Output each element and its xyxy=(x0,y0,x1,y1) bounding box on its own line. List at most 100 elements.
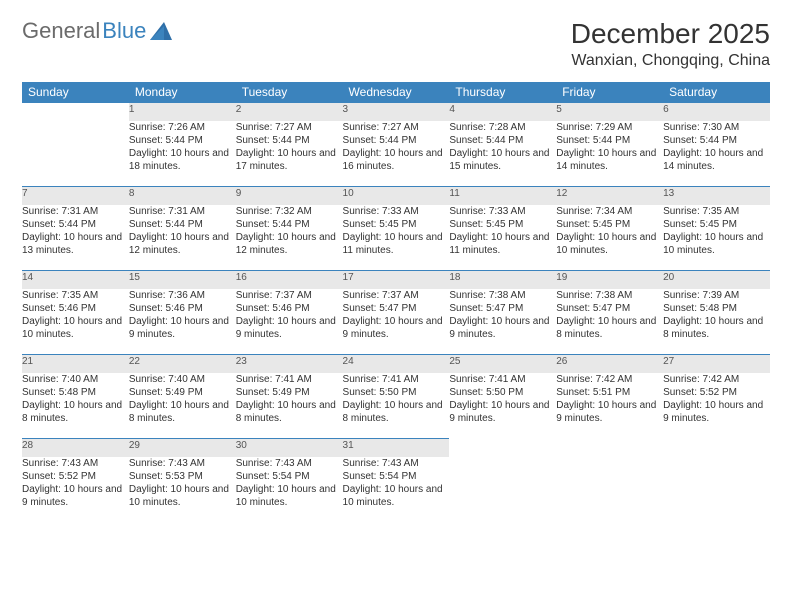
sunset-text: Sunset: 5:49 PM xyxy=(236,386,343,399)
sunrise-text: Sunrise: 7:27 AM xyxy=(236,121,343,134)
daylight-text: Daylight: 10 hours and 8 minutes. xyxy=(343,399,450,425)
day-number-cell xyxy=(556,439,663,457)
day-number-cell: 6 xyxy=(663,103,770,121)
weekday-header: Wednesday xyxy=(343,82,450,103)
sunrise-text: Sunrise: 7:37 AM xyxy=(343,289,450,302)
day-detail-cell: Sunrise: 7:27 AMSunset: 5:44 PMDaylight:… xyxy=(236,121,343,187)
daylight-text: Daylight: 10 hours and 9 minutes. xyxy=(129,315,236,341)
sunset-text: Sunset: 5:51 PM xyxy=(556,386,663,399)
sunset-text: Sunset: 5:48 PM xyxy=(22,386,129,399)
daylight-text: Daylight: 10 hours and 9 minutes. xyxy=(449,315,556,341)
daylight-text: Daylight: 10 hours and 13 minutes. xyxy=(22,231,129,257)
sunrise-text: Sunrise: 7:42 AM xyxy=(556,373,663,386)
sunrise-text: Sunrise: 7:28 AM xyxy=(449,121,556,134)
logo: General Blue xyxy=(22,18,172,44)
day-detail-cell: Sunrise: 7:40 AMSunset: 5:49 PMDaylight:… xyxy=(129,373,236,439)
day-detail-cell: Sunrise: 7:43 AMSunset: 5:54 PMDaylight:… xyxy=(236,457,343,523)
sunset-text: Sunset: 5:48 PM xyxy=(663,302,770,315)
sunset-text: Sunset: 5:52 PM xyxy=(22,470,129,483)
day-number-cell xyxy=(663,439,770,457)
daylight-text: Daylight: 10 hours and 9 minutes. xyxy=(556,399,663,425)
sunrise-text: Sunrise: 7:41 AM xyxy=(343,373,450,386)
daylight-text: Daylight: 10 hours and 10 minutes. xyxy=(129,483,236,509)
daylight-text: Daylight: 10 hours and 10 minutes. xyxy=(22,315,129,341)
sunset-text: Sunset: 5:45 PM xyxy=(663,218,770,231)
day-detail-cell: Sunrise: 7:35 AMSunset: 5:45 PMDaylight:… xyxy=(663,205,770,271)
daylight-text: Daylight: 10 hours and 8 minutes. xyxy=(556,315,663,341)
day-number-cell xyxy=(22,103,129,121)
daylight-text: Daylight: 10 hours and 9 minutes. xyxy=(449,399,556,425)
sunset-text: Sunset: 5:47 PM xyxy=(343,302,450,315)
day-detail-cell xyxy=(449,457,556,523)
day-number-row: 78910111213 xyxy=(22,187,770,205)
sunset-text: Sunset: 5:44 PM xyxy=(129,218,236,231)
day-detail-cell: Sunrise: 7:43 AMSunset: 5:53 PMDaylight:… xyxy=(129,457,236,523)
sunrise-text: Sunrise: 7:31 AM xyxy=(129,205,236,218)
day-detail-cell: Sunrise: 7:31 AMSunset: 5:44 PMDaylight:… xyxy=(129,205,236,271)
day-detail-cell: Sunrise: 7:43 AMSunset: 5:52 PMDaylight:… xyxy=(22,457,129,523)
daylight-text: Daylight: 10 hours and 10 minutes. xyxy=(236,483,343,509)
sunset-text: Sunset: 5:44 PM xyxy=(343,134,450,147)
day-detail-cell: Sunrise: 7:38 AMSunset: 5:47 PMDaylight:… xyxy=(449,289,556,355)
sunset-text: Sunset: 5:44 PM xyxy=(556,134,663,147)
sunset-text: Sunset: 5:53 PM xyxy=(129,470,236,483)
day-detail-cell: Sunrise: 7:32 AMSunset: 5:44 PMDaylight:… xyxy=(236,205,343,271)
sunrise-text: Sunrise: 7:35 AM xyxy=(663,205,770,218)
day-detail-cell: Sunrise: 7:37 AMSunset: 5:47 PMDaylight:… xyxy=(343,289,450,355)
day-detail-cell: Sunrise: 7:43 AMSunset: 5:54 PMDaylight:… xyxy=(343,457,450,523)
day-number-cell: 1 xyxy=(129,103,236,121)
sunrise-text: Sunrise: 7:26 AM xyxy=(129,121,236,134)
daylight-text: Daylight: 10 hours and 17 minutes. xyxy=(236,147,343,173)
day-number-cell: 29 xyxy=(129,439,236,457)
day-detail-cell: Sunrise: 7:27 AMSunset: 5:44 PMDaylight:… xyxy=(343,121,450,187)
sunrise-text: Sunrise: 7:39 AM xyxy=(663,289,770,302)
day-number-cell: 27 xyxy=(663,355,770,373)
calendar-table: SundayMondayTuesdayWednesdayThursdayFrid… xyxy=(22,82,770,523)
day-number-cell: 14 xyxy=(22,271,129,289)
sunrise-text: Sunrise: 7:40 AM xyxy=(22,373,129,386)
day-number-cell: 18 xyxy=(449,271,556,289)
day-detail-cell: Sunrise: 7:28 AMSunset: 5:44 PMDaylight:… xyxy=(449,121,556,187)
sunrise-text: Sunrise: 7:32 AM xyxy=(236,205,343,218)
sunrise-text: Sunrise: 7:43 AM xyxy=(129,457,236,470)
day-number-cell: 8 xyxy=(129,187,236,205)
day-number-cell: 26 xyxy=(556,355,663,373)
daylight-text: Daylight: 10 hours and 14 minutes. xyxy=(556,147,663,173)
day-detail-cell: Sunrise: 7:34 AMSunset: 5:45 PMDaylight:… xyxy=(556,205,663,271)
sunrise-text: Sunrise: 7:43 AM xyxy=(22,457,129,470)
daylight-text: Daylight: 10 hours and 18 minutes. xyxy=(129,147,236,173)
sunrise-text: Sunrise: 7:43 AM xyxy=(343,457,450,470)
weekday-header: Saturday xyxy=(663,82,770,103)
day-detail-cell: Sunrise: 7:38 AMSunset: 5:47 PMDaylight:… xyxy=(556,289,663,355)
day-number-cell: 3 xyxy=(343,103,450,121)
weekday-header: Sunday xyxy=(22,82,129,103)
day-number-cell: 25 xyxy=(449,355,556,373)
day-number-cell: 7 xyxy=(22,187,129,205)
sunrise-text: Sunrise: 7:33 AM xyxy=(449,205,556,218)
day-detail-cell: Sunrise: 7:36 AMSunset: 5:46 PMDaylight:… xyxy=(129,289,236,355)
sunrise-text: Sunrise: 7:40 AM xyxy=(129,373,236,386)
sunset-text: Sunset: 5:54 PM xyxy=(343,470,450,483)
daylight-text: Daylight: 10 hours and 8 minutes. xyxy=(236,399,343,425)
day-number-cell: 2 xyxy=(236,103,343,121)
daylight-text: Daylight: 10 hours and 14 minutes. xyxy=(663,147,770,173)
sunrise-text: Sunrise: 7:33 AM xyxy=(343,205,450,218)
day-detail-cell: Sunrise: 7:41 AMSunset: 5:50 PMDaylight:… xyxy=(343,373,450,439)
day-detail-cell xyxy=(556,457,663,523)
sunset-text: Sunset: 5:44 PM xyxy=(663,134,770,147)
day-number-cell: 17 xyxy=(343,271,450,289)
day-detail-cell xyxy=(663,457,770,523)
logo-text-blue: Blue xyxy=(102,18,146,44)
sunrise-text: Sunrise: 7:41 AM xyxy=(236,373,343,386)
day-number-cell: 22 xyxy=(129,355,236,373)
day-detail-cell: Sunrise: 7:37 AMSunset: 5:46 PMDaylight:… xyxy=(236,289,343,355)
daylight-text: Daylight: 10 hours and 9 minutes. xyxy=(236,315,343,341)
day-number-cell: 16 xyxy=(236,271,343,289)
sunrise-text: Sunrise: 7:31 AM xyxy=(22,205,129,218)
day-detail-cell: Sunrise: 7:26 AMSunset: 5:44 PMDaylight:… xyxy=(129,121,236,187)
day-number-row: 14151617181920 xyxy=(22,271,770,289)
daylight-text: Daylight: 10 hours and 9 minutes. xyxy=(22,483,129,509)
daylight-text: Daylight: 10 hours and 16 minutes. xyxy=(343,147,450,173)
daylight-text: Daylight: 10 hours and 8 minutes. xyxy=(663,315,770,341)
sunrise-text: Sunrise: 7:38 AM xyxy=(449,289,556,302)
